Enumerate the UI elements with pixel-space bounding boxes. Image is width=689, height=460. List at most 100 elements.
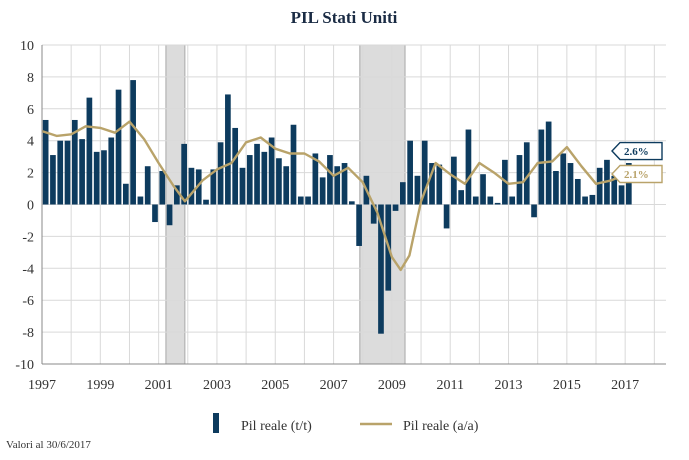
bar — [166, 204, 173, 226]
bar — [392, 204, 399, 211]
bar — [407, 140, 413, 205]
bar — [451, 156, 457, 205]
bar — [414, 175, 421, 205]
bar — [246, 155, 253, 205]
x-tick-label: 2001 — [145, 378, 173, 393]
bar — [327, 155, 333, 205]
bar — [50, 155, 56, 205]
callout-box — [611, 141, 663, 161]
bar — [261, 151, 268, 205]
bar — [122, 183, 129, 205]
bar — [137, 196, 144, 205]
legend-bar-label: Pil reale (t/t) — [241, 419, 312, 434]
bar — [297, 196, 304, 205]
bar — [195, 169, 202, 205]
bar — [152, 204, 158, 223]
bar — [276, 158, 282, 205]
bar — [429, 163, 435, 205]
bar — [159, 171, 166, 205]
bar — [348, 201, 355, 205]
bar — [115, 89, 122, 205]
bar — [458, 190, 465, 205]
y-tick-label: -6 — [22, 294, 34, 309]
bar — [334, 166, 341, 205]
axes: 10 8 6 4 2 0 -2 -4 -6 -8 -10 1997 1999 2001 2003 2005 20… — [15, 39, 666, 393]
bar — [108, 137, 115, 205]
bar — [443, 204, 450, 229]
bar — [472, 196, 479, 205]
bar — [567, 163, 574, 205]
value-callouts: 2.6% 2.1% — [611, 141, 663, 184]
bar — [370, 204, 377, 224]
bar — [618, 185, 625, 205]
bar — [268, 137, 275, 205]
bar — [239, 167, 246, 205]
bar — [305, 196, 311, 205]
line-series — [41, 120, 635, 272]
legend: Pil reale (t/t) Pil reale (a/a) — [213, 413, 479, 434]
callout-box — [611, 164, 663, 184]
y-tick-label: -8 — [22, 326, 34, 341]
bar-series — [42, 80, 632, 334]
bar — [210, 169, 217, 205]
callout-label: 2.6% — [624, 146, 649, 158]
bar — [611, 175, 618, 205]
bar — [465, 129, 472, 205]
bar — [341, 163, 348, 205]
bar — [101, 150, 107, 205]
x-tick-label: 2007 — [320, 378, 348, 393]
y-tick-label: 8 — [27, 71, 34, 86]
bar — [225, 94, 231, 205]
x-tick-label: 1997 — [28, 378, 56, 393]
chart-title: PIL Stati Uniti — [291, 8, 398, 27]
bar — [596, 167, 603, 205]
bar — [130, 80, 136, 205]
bar — [174, 185, 180, 205]
bar — [378, 204, 384, 334]
bar — [144, 166, 151, 205]
bar — [312, 153, 319, 205]
bar — [516, 155, 523, 205]
bar — [290, 124, 297, 205]
line-series-path — [41, 120, 635, 272]
x-tick-label: 2013 — [495, 378, 523, 393]
y-tick-label: -10 — [15, 358, 34, 373]
bar — [574, 178, 581, 205]
bar — [487, 196, 494, 205]
bar — [319, 177, 326, 205]
callout-label: 2.1% — [624, 169, 649, 181]
x-tick-label: 2003 — [203, 378, 231, 393]
bar — [86, 97, 93, 205]
bar — [203, 199, 209, 205]
legend-line-label: Pil reale (a/a) — [403, 419, 479, 434]
bar — [436, 164, 443, 205]
y-tick-label: 0 — [27, 199, 34, 214]
x-tick-label: 1999 — [86, 378, 114, 393]
bar — [188, 167, 195, 205]
bar — [553, 171, 559, 205]
y-tick-label: 2 — [27, 167, 34, 182]
bar — [64, 140, 71, 205]
bar — [589, 194, 596, 205]
y-tick-label: 10 — [20, 39, 34, 54]
bar — [283, 166, 290, 205]
bar — [545, 121, 552, 205]
bar — [71, 119, 78, 205]
bar — [625, 163, 632, 205]
bar — [582, 196, 588, 205]
bar — [93, 151, 100, 205]
y-tick-label: -4 — [22, 262, 34, 277]
bar — [57, 140, 64, 205]
bar — [356, 204, 362, 246]
bar — [560, 153, 567, 205]
bar — [217, 142, 224, 205]
x-tick-label: 2005 — [261, 378, 289, 393]
bar — [531, 204, 537, 218]
y-tick-label: 4 — [27, 135, 34, 150]
bar — [523, 142, 530, 205]
x-tick-label: 2017 — [611, 378, 639, 393]
bar — [254, 143, 260, 205]
bar — [42, 119, 49, 205]
